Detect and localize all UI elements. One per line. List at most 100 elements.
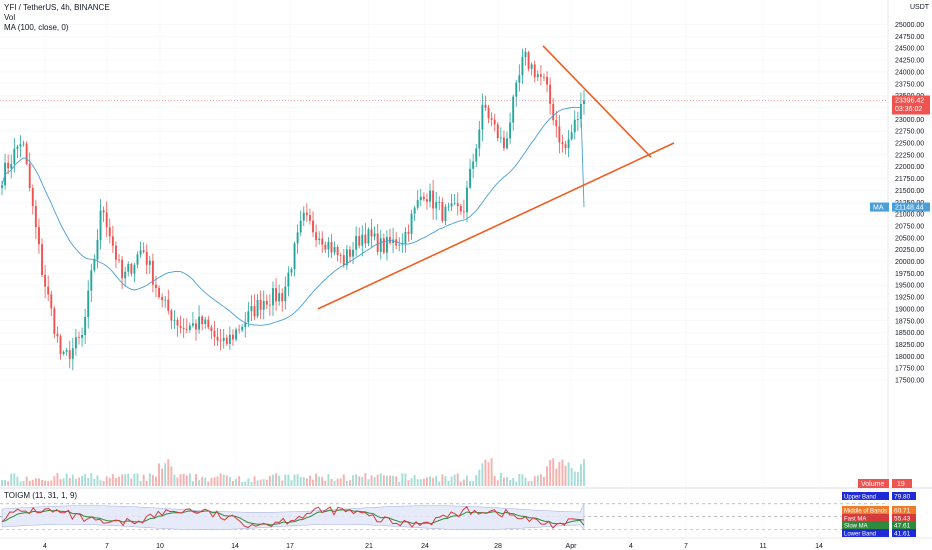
time-tick-label: 24 (421, 543, 429, 550)
ma-legend[interactable]: MA (100, close, 0) (4, 23, 69, 32)
indicator-label-box (842, 492, 889, 500)
price-tick-label: 19750.00 (895, 271, 924, 278)
candle-body (389, 237, 391, 243)
volume-bar (44, 480, 47, 486)
candle-body (222, 337, 225, 341)
volume-bar (50, 480, 53, 486)
volume-bar (466, 475, 468, 486)
candle-body (213, 330, 216, 337)
candle-body (272, 288, 274, 306)
candles (1, 47, 585, 371)
candle-body (561, 142, 564, 145)
candle-body (364, 234, 367, 244)
volume-bar (111, 474, 114, 486)
volume-value-label: 19 (897, 481, 905, 488)
volume-legend[interactable]: Vol (4, 13, 16, 22)
volume-bar (302, 477, 305, 486)
volume-bar (59, 479, 62, 486)
candle-body (151, 260, 154, 285)
volume-bar (558, 462, 561, 486)
volume-bar (142, 474, 145, 486)
candle-body (435, 202, 438, 209)
volume-bar (352, 475, 355, 486)
candle-body (268, 304, 271, 306)
volume-bar (173, 474, 176, 486)
candle-body (549, 84, 552, 104)
volume-bar (210, 477, 213, 486)
candle-body (512, 96, 515, 123)
candle-body (444, 206, 447, 222)
volume-bar (262, 479, 265, 486)
candle-body (244, 322, 247, 327)
candle-body (453, 203, 456, 205)
volume-bar (179, 474, 182, 486)
volume-bar (41, 479, 43, 486)
volume-bar (176, 477, 179, 486)
indicator-fast-ma (1, 506, 585, 529)
price-tick-label: 24000.00 (895, 69, 924, 76)
candle-body (228, 334, 231, 344)
indicator-value: 47.61 (894, 522, 911, 529)
price-axis[interactable]: USDT 25000.00 24750.00 24500.00 24250.00 2400… (842, 0, 930, 538)
candle-body (499, 137, 502, 139)
candle-body (204, 319, 207, 325)
time-axis[interactable]: 4 7 10 14 17 21 24 28 Apr 4 7 11 14 (0, 537, 932, 550)
candle-body (546, 76, 549, 85)
indicator-legend[interactable]: TOIGM (11, 31, 1, 9) (4, 491, 78, 500)
volume-bar (296, 474, 299, 486)
volume-bar (361, 476, 364, 486)
candle-body (210, 327, 213, 331)
indicator-label-name: Slow MA (844, 523, 868, 529)
trendline-resistance[interactable] (542, 45, 652, 158)
volume-bar (145, 480, 148, 486)
price-tick-label: 24750.00 (895, 34, 924, 41)
volume-bar (339, 478, 342, 486)
candle-body (148, 260, 151, 265)
volume-bar (358, 476, 361, 486)
volume-bar (108, 478, 111, 486)
time-tick-label: 4 (43, 543, 47, 550)
volume-bar (188, 473, 191, 486)
volume-bar (259, 479, 262, 486)
countdown-value: 03:36:02 (895, 106, 922, 113)
volume-bar (84, 474, 87, 486)
candle-body (573, 119, 576, 133)
candle-body (105, 212, 108, 228)
candle-body (68, 350, 71, 359)
price-tick-label: 22500.00 (895, 141, 924, 148)
volume-bar (546, 466, 549, 486)
price-tick-label: 20750.00 (895, 223, 924, 230)
time-tick-label: 21 (365, 543, 373, 550)
time-tick-label: Apr (566, 543, 578, 550)
volume-bar (481, 463, 484, 486)
volume-bar (78, 477, 80, 486)
last-price-tag (892, 95, 930, 115)
volume-bar (515, 481, 518, 486)
volume-bar (573, 471, 576, 486)
trendline-support[interactable] (317, 142, 675, 310)
candle-body (478, 129, 481, 149)
candle-body (59, 336, 62, 354)
candle-body (179, 325, 182, 328)
volume-bar (429, 476, 431, 486)
candle-body (65, 350, 68, 352)
volume-bar (37, 478, 40, 486)
volume-bar (382, 475, 385, 486)
volume-bar (318, 476, 321, 486)
symbol-title[interactable]: YFI / TetherUS, 4h, BINANCE (4, 3, 110, 12)
candle-body (321, 238, 324, 245)
volume-bar (56, 473, 59, 486)
price-tick-label: 23000.00 (895, 117, 924, 124)
candle-body (308, 215, 311, 221)
volume-bar (136, 473, 139, 486)
volume-bar (68, 478, 71, 486)
price-tick-label: 21000.00 (895, 212, 924, 219)
candle-body (185, 328, 188, 330)
volume-bar (272, 474, 274, 486)
candle-body (302, 212, 305, 221)
volume-bar (235, 478, 237, 486)
candle-body (173, 319, 176, 321)
candle-body (191, 323, 194, 326)
volume-bar (133, 473, 136, 486)
